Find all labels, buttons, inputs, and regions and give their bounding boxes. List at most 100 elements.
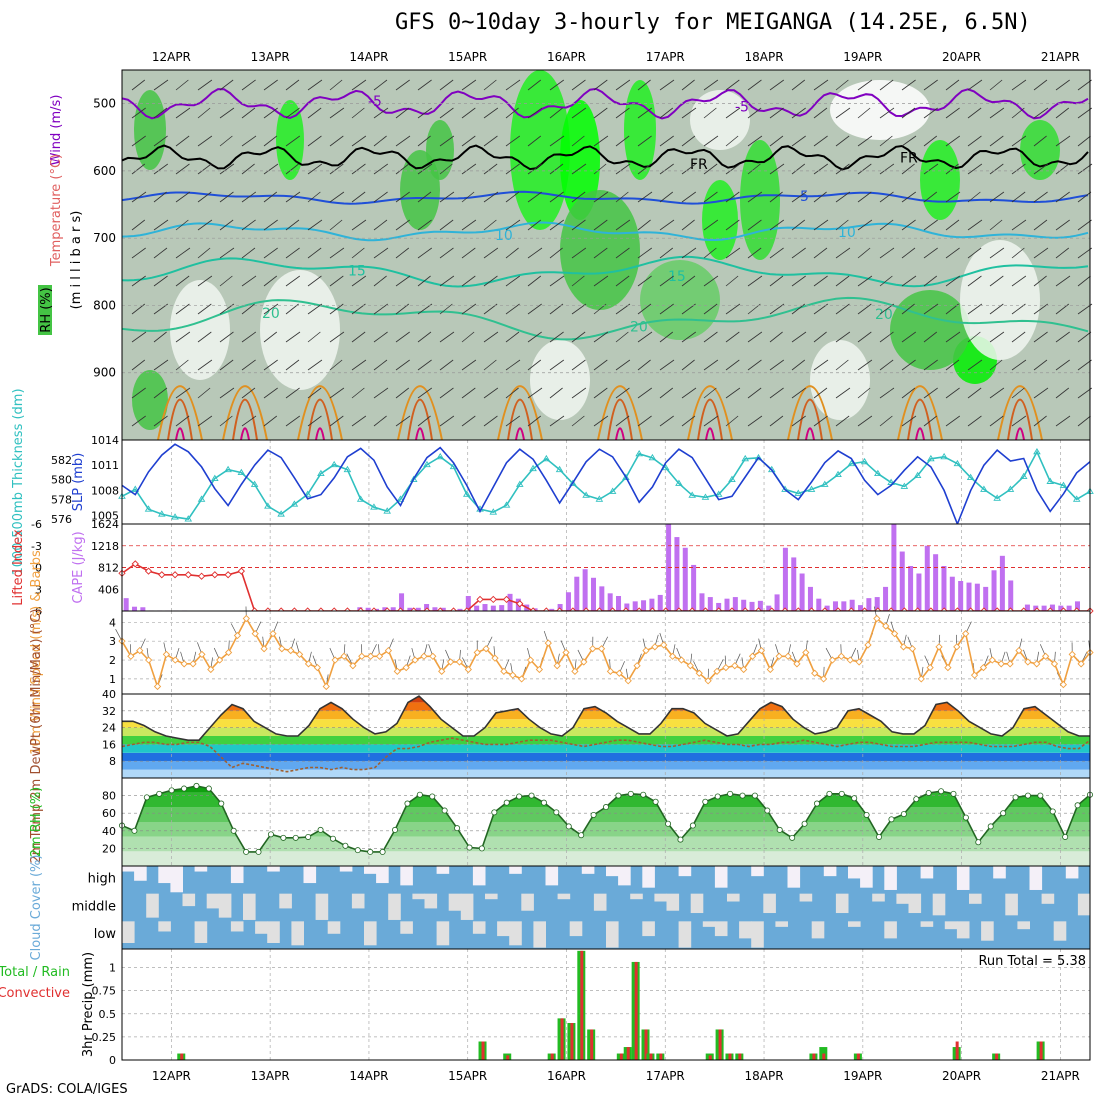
precip-convective-bar — [506, 1055, 510, 1060]
precip-panel: 0 0.25 0.5 0.75 1 Run Total = 5.38 3hr Precip … — [0, 948, 1091, 1067]
temp-contour-20 — [121, 296, 1089, 341]
cape-bar — [949, 576, 955, 611]
wind-barb — [241, 359, 256, 371]
cape-bar — [374, 608, 380, 611]
cape-bar — [607, 593, 613, 611]
cape-bar — [1049, 604, 1055, 611]
wind-barb — [549, 331, 564, 343]
rh2m-line-point — [392, 826, 399, 833]
wind-barb — [637, 191, 653, 203]
rh2m-line-point — [764, 807, 771, 814]
wind-barb — [307, 247, 322, 259]
wind-barb — [989, 107, 1005, 119]
wind-barb — [197, 107, 211, 119]
temp-contour-25 — [157, 385, 203, 441]
temp-contour-25 — [687, 385, 733, 441]
thickness-line-point — [184, 515, 193, 522]
wind-barb — [571, 247, 587, 259]
wind-barb — [483, 247, 499, 259]
rh2m-line-point — [354, 847, 361, 854]
thickness-line-point — [502, 501, 511, 508]
wind-barb — [681, 135, 696, 147]
rh2m-line-point — [925, 789, 932, 796]
temp-contour-25 — [997, 385, 1043, 441]
temp-band — [122, 710, 1090, 720]
cloud-gap — [194, 921, 208, 944]
wind-barb — [483, 359, 497, 371]
wind-barb — [989, 191, 1005, 203]
date-label-top: 21APR — [1041, 50, 1080, 64]
thickness-line-point — [781, 485, 789, 492]
cloud-gap — [122, 866, 135, 872]
cloud-gap — [351, 893, 365, 909]
wind-barb — [659, 387, 674, 399]
rh2m-line-point — [255, 848, 262, 855]
wind10m-ylabel: 10m Wind Speed (m/s) & Barbs — [29, 550, 44, 755]
pressure-tick-label: 700 — [93, 231, 116, 245]
wind10m-line-point — [207, 665, 215, 674]
precip-convective-bar — [659, 1053, 663, 1060]
wind-barb — [505, 387, 519, 399]
li-line-point — [489, 595, 497, 604]
wind-barb — [901, 163, 915, 175]
li-line-point — [197, 572, 206, 580]
wind-barb — [593, 107, 608, 119]
wind-barb — [593, 275, 609, 287]
wind-barb — [967, 219, 983, 231]
cloud-gap — [835, 893, 849, 914]
cape-bar — [407, 607, 413, 611]
panel-background — [122, 611, 1090, 694]
date-label-bottom: 21APR — [1041, 1069, 1080, 1083]
wind-barb — [747, 163, 761, 175]
cape-ylabel: CAPE (J/kg) — [71, 531, 86, 603]
precip-convective-bar — [708, 1055, 712, 1060]
wind-barb — [1011, 387, 1025, 399]
cape-bar — [432, 607, 438, 611]
wind-barb — [285, 331, 301, 343]
wind-barb — [747, 331, 763, 343]
wind-barb — [373, 303, 389, 315]
thickness-line-point — [675, 479, 683, 486]
wind-barb — [153, 359, 169, 371]
rh2m-line-point — [975, 839, 982, 846]
wind-barb — [725, 191, 740, 203]
rh-shade — [702, 180, 738, 260]
wind-barb — [307, 275, 322, 287]
rh2m-line-point — [528, 792, 535, 799]
wind-barb — [615, 191, 629, 203]
wind-barb — [263, 415, 278, 427]
thickness-line — [121, 450, 1091, 520]
wind-barb — [967, 359, 983, 371]
rh2m-line-point — [429, 793, 436, 800]
wind-barb — [1033, 275, 1047, 287]
wind-barb — [285, 359, 300, 371]
wind-barb — [241, 275, 257, 287]
wind-barb — [1077, 331, 1092, 343]
cape-bar — [1066, 605, 1072, 611]
slp-tick-label: 1011 — [91, 459, 119, 472]
wind10m-line-point — [562, 648, 570, 657]
wind-barb — [769, 163, 785, 175]
wind-barb — [417, 387, 433, 399]
legend-convective: Convective — [0, 986, 70, 1001]
wind-barb — [945, 135, 961, 147]
wind-barb — [989, 275, 1004, 287]
wind-barb — [857, 415, 873, 427]
date-label-top: 20APR — [942, 50, 981, 64]
wind-barb — [219, 135, 233, 147]
wind-barb — [923, 415, 938, 427]
rh-shade — [560, 100, 600, 220]
wind-tick-label: 4 — [109, 616, 116, 629]
temp-band — [122, 719, 1090, 728]
thickness-line-point — [264, 502, 272, 509]
wind-barb — [1033, 79, 1048, 91]
wind-barb — [219, 387, 235, 399]
li-line-point — [171, 571, 179, 579]
thickness-line-point — [1072, 495, 1081, 502]
wind-barb — [945, 219, 960, 231]
date-label-bottom: 19APR — [843, 1069, 882, 1083]
wind-barb — [439, 359, 454, 371]
wind-barb — [659, 415, 674, 427]
wind-barb — [329, 191, 345, 203]
